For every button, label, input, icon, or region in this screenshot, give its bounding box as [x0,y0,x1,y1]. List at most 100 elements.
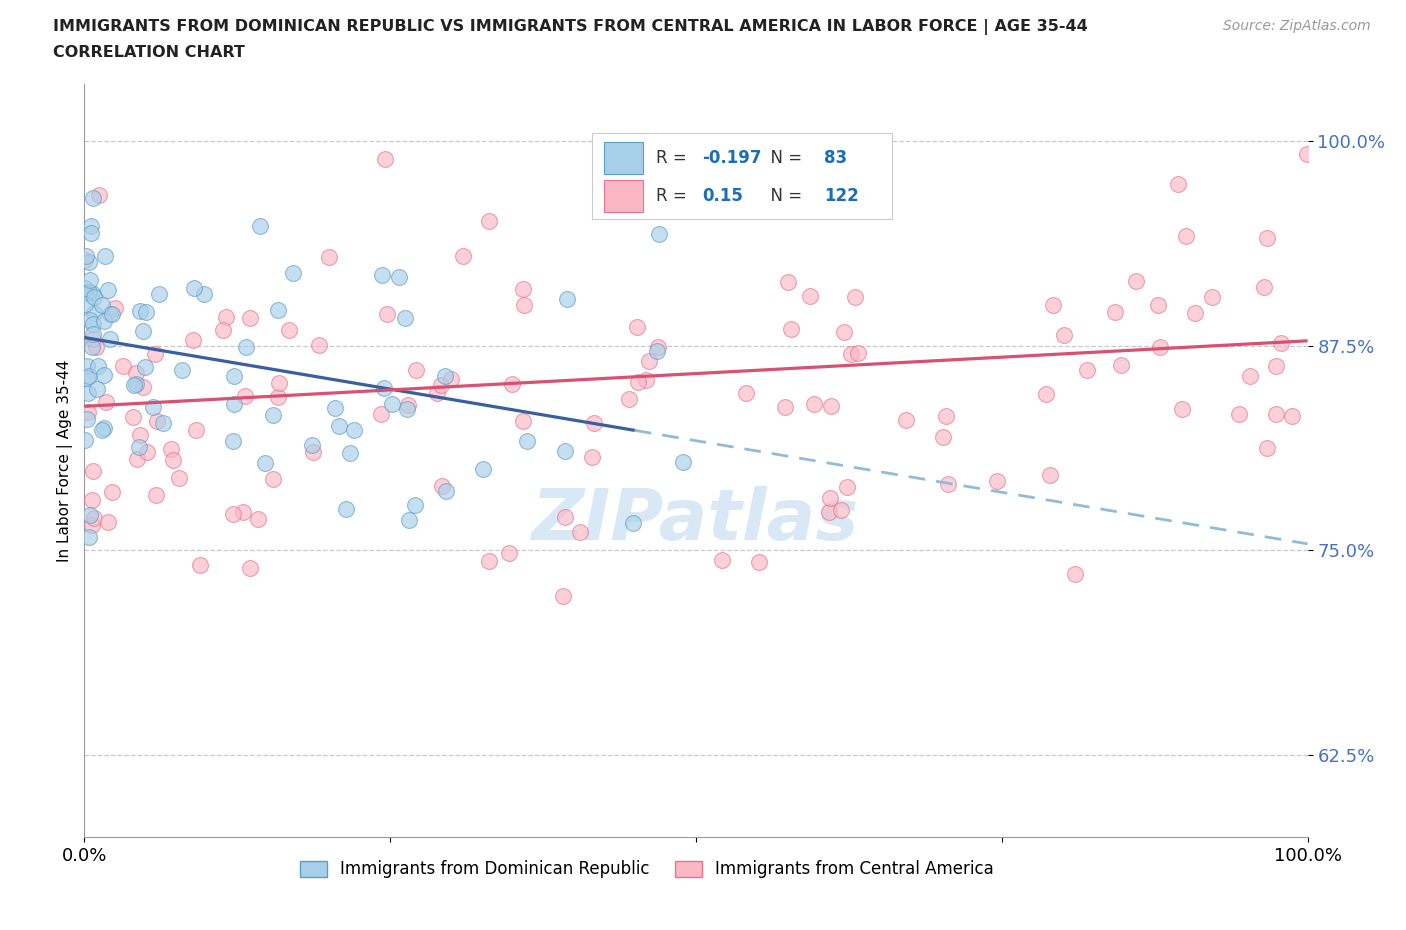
Point [472,462,495,477]
Point [75,280,97,295]
Point [82,327,104,342]
Point [1104,304,1126,319]
Point [647,339,669,354]
Point [76,412,98,427]
Text: R =: R = [655,187,692,205]
Point [1109,358,1132,373]
Text: ZIPatlas: ZIPatlas [533,486,859,555]
Point [396,398,419,413]
Point [82,463,104,478]
Point [302,445,325,459]
Point [247,512,270,527]
Point [581,449,603,464]
Point [152,416,174,431]
Point [79,508,101,523]
Point [430,378,453,392]
Point [370,406,392,421]
Point [986,473,1008,488]
Point [780,322,803,337]
Point [77,405,100,419]
Point [98,307,121,322]
Point [818,504,841,519]
Point [803,397,825,412]
Point [818,491,841,506]
Point [129,427,152,442]
Point [214,309,236,324]
Point [395,402,418,417]
Point [370,268,392,283]
Point [1171,402,1194,417]
Point [374,152,396,166]
Point [747,554,769,569]
Point [1256,441,1278,456]
Point [125,452,148,467]
Point [80,286,103,300]
Point [1253,280,1275,295]
Point [146,413,169,428]
Point [278,322,301,337]
Point [77,285,100,299]
Text: Source: ZipAtlas.com: Source: ZipAtlas.com [1223,19,1371,33]
Point [97,283,120,298]
Point [605,178,627,193]
Point [1039,467,1062,482]
Point [339,445,361,460]
Point [569,525,592,539]
Point [837,480,859,495]
Point [125,377,148,392]
Point [830,502,852,517]
Point [77,385,100,400]
Point [184,423,207,438]
Point [430,479,453,494]
Point [1264,406,1286,421]
Point [735,386,758,401]
Point [122,409,145,424]
Point [79,272,101,287]
Point [844,290,866,305]
Point [281,265,304,280]
Point [262,472,284,486]
Point [440,372,463,387]
Point [398,512,420,527]
Point [181,333,204,348]
Point [76,358,98,373]
Point [846,346,869,361]
Point [394,311,416,325]
Point [86,381,108,396]
Point [128,304,150,319]
Point [636,373,658,388]
Text: 122: 122 [824,187,859,205]
Point [799,289,821,304]
Point [135,304,157,319]
Point [93,313,115,328]
Point [77,529,100,544]
Text: N =: N = [759,150,807,167]
Point [335,501,357,516]
Point [1281,408,1303,423]
Point [83,306,105,321]
Text: CORRELATION CHART: CORRELATION CHART [53,45,245,60]
Point [90,298,112,312]
Point [75,252,97,267]
Point [79,312,101,327]
Point [122,378,145,392]
Point [266,302,288,317]
Point [80,225,103,240]
Point [82,340,104,355]
Point [266,390,288,405]
Point [148,287,170,302]
Point [1149,340,1171,355]
Point [555,291,578,306]
Point [132,380,155,395]
Point [87,188,110,203]
Point [82,191,104,206]
Point [375,306,398,321]
Point [83,511,105,525]
Point [1053,328,1076,343]
Point [387,269,409,284]
Point [621,515,644,530]
Point [405,363,427,378]
Point [94,395,117,410]
Y-axis label: In Labor Force | Age 35-44: In Labor Force | Age 35-44 [58,359,73,562]
Point [1063,566,1085,581]
